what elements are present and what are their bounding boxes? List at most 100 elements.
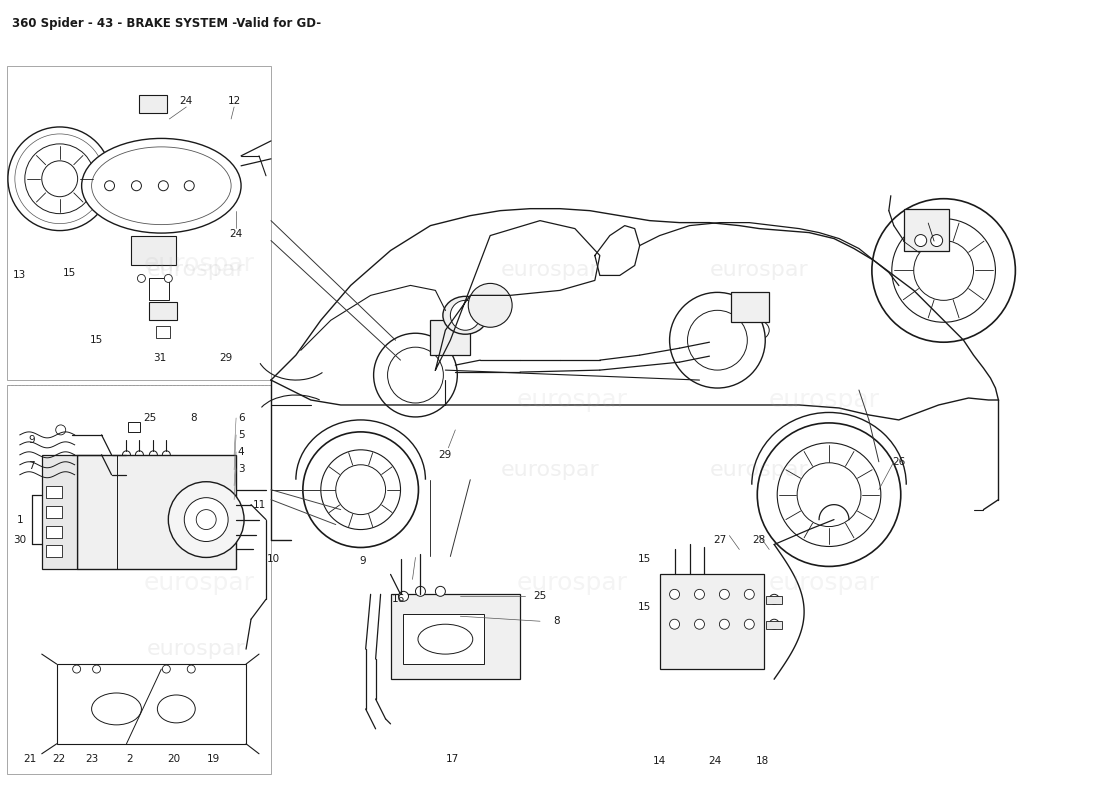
Circle shape xyxy=(778,443,881,546)
Bar xyxy=(46,506,62,518)
Circle shape xyxy=(745,619,755,630)
Text: 15: 15 xyxy=(638,602,651,612)
Circle shape xyxy=(336,465,386,514)
Circle shape xyxy=(694,619,704,630)
Circle shape xyxy=(757,423,901,566)
Circle shape xyxy=(688,310,747,370)
Text: 360 Spider - 43 - BRAKE SYSTEM -Valid for GD-: 360 Spider - 43 - BRAKE SYSTEM -Valid fo… xyxy=(12,17,321,30)
Circle shape xyxy=(150,451,157,458)
Circle shape xyxy=(872,198,1015,342)
Text: 20: 20 xyxy=(167,754,180,764)
Circle shape xyxy=(769,594,779,604)
Text: eurospar: eurospar xyxy=(144,571,255,595)
Circle shape xyxy=(56,425,66,435)
Text: eurospar: eurospar xyxy=(147,639,245,659)
Text: 8: 8 xyxy=(553,616,560,626)
Text: 10: 10 xyxy=(266,554,279,565)
Circle shape xyxy=(719,619,729,630)
Bar xyxy=(767,622,782,630)
Circle shape xyxy=(670,619,680,630)
Text: 7: 7 xyxy=(29,461,35,470)
Text: eurospar: eurospar xyxy=(769,571,880,595)
Circle shape xyxy=(398,591,408,602)
Text: 27: 27 xyxy=(713,534,726,545)
Circle shape xyxy=(8,127,111,230)
Text: eurospar: eurospar xyxy=(147,261,245,281)
Circle shape xyxy=(915,234,926,246)
Text: 18: 18 xyxy=(756,756,769,766)
Text: 22: 22 xyxy=(52,754,65,764)
Circle shape xyxy=(769,619,779,630)
Bar xyxy=(77,455,236,570)
Bar xyxy=(46,526,62,538)
Text: 24: 24 xyxy=(230,229,243,238)
Text: 13: 13 xyxy=(13,270,26,281)
Text: 28: 28 xyxy=(752,534,766,545)
Text: 24: 24 xyxy=(707,756,722,766)
Bar xyxy=(42,455,77,570)
Circle shape xyxy=(321,450,400,530)
Text: 4: 4 xyxy=(238,447,244,457)
Circle shape xyxy=(135,451,143,458)
Circle shape xyxy=(302,432,418,547)
Circle shape xyxy=(164,274,173,282)
Circle shape xyxy=(92,665,100,673)
Text: 25: 25 xyxy=(143,413,156,423)
Text: 26: 26 xyxy=(892,457,905,466)
Circle shape xyxy=(387,347,443,403)
Ellipse shape xyxy=(81,138,241,233)
Bar xyxy=(767,596,782,604)
Text: eurospar: eurospar xyxy=(144,253,255,277)
Text: 1: 1 xyxy=(16,514,23,525)
Circle shape xyxy=(416,586,426,596)
Circle shape xyxy=(163,451,170,458)
Text: 19: 19 xyxy=(207,754,220,764)
Circle shape xyxy=(719,590,729,599)
Bar xyxy=(660,574,764,669)
Bar xyxy=(150,302,177,320)
Text: 11: 11 xyxy=(252,500,265,510)
Circle shape xyxy=(670,590,680,599)
Text: 31: 31 xyxy=(153,353,166,363)
Bar xyxy=(390,594,520,679)
Circle shape xyxy=(914,241,974,300)
Circle shape xyxy=(104,181,114,190)
Bar xyxy=(140,95,167,113)
Text: 14: 14 xyxy=(653,756,667,766)
Circle shape xyxy=(185,498,228,542)
Text: 6: 6 xyxy=(238,413,244,423)
Text: 24: 24 xyxy=(179,96,192,106)
Bar xyxy=(403,614,484,664)
Text: eurospar: eurospar xyxy=(710,261,808,281)
Text: 29: 29 xyxy=(439,450,452,460)
Circle shape xyxy=(931,234,943,246)
Circle shape xyxy=(450,300,481,330)
Text: 21: 21 xyxy=(23,754,36,764)
Text: 15: 15 xyxy=(90,335,103,346)
Circle shape xyxy=(168,482,244,558)
Circle shape xyxy=(798,462,861,526)
Text: eurospar: eurospar xyxy=(516,571,627,595)
Bar xyxy=(732,292,769,322)
Circle shape xyxy=(25,144,95,214)
Text: eurospar: eurospar xyxy=(516,388,627,412)
Circle shape xyxy=(196,510,217,530)
Circle shape xyxy=(73,665,80,673)
Circle shape xyxy=(436,586,446,596)
Bar xyxy=(7,385,271,774)
Bar xyxy=(46,546,62,558)
Text: eurospar: eurospar xyxy=(500,261,600,281)
Circle shape xyxy=(187,665,195,673)
Circle shape xyxy=(469,283,513,327)
Text: 15: 15 xyxy=(63,269,76,278)
Text: 5: 5 xyxy=(238,430,244,440)
Bar xyxy=(904,209,948,250)
Bar xyxy=(430,320,471,355)
Circle shape xyxy=(132,181,142,190)
Bar xyxy=(46,486,62,498)
Text: 8: 8 xyxy=(190,413,197,423)
Text: 9: 9 xyxy=(29,435,35,445)
Circle shape xyxy=(122,451,131,458)
Circle shape xyxy=(42,161,78,197)
Bar xyxy=(156,326,170,338)
